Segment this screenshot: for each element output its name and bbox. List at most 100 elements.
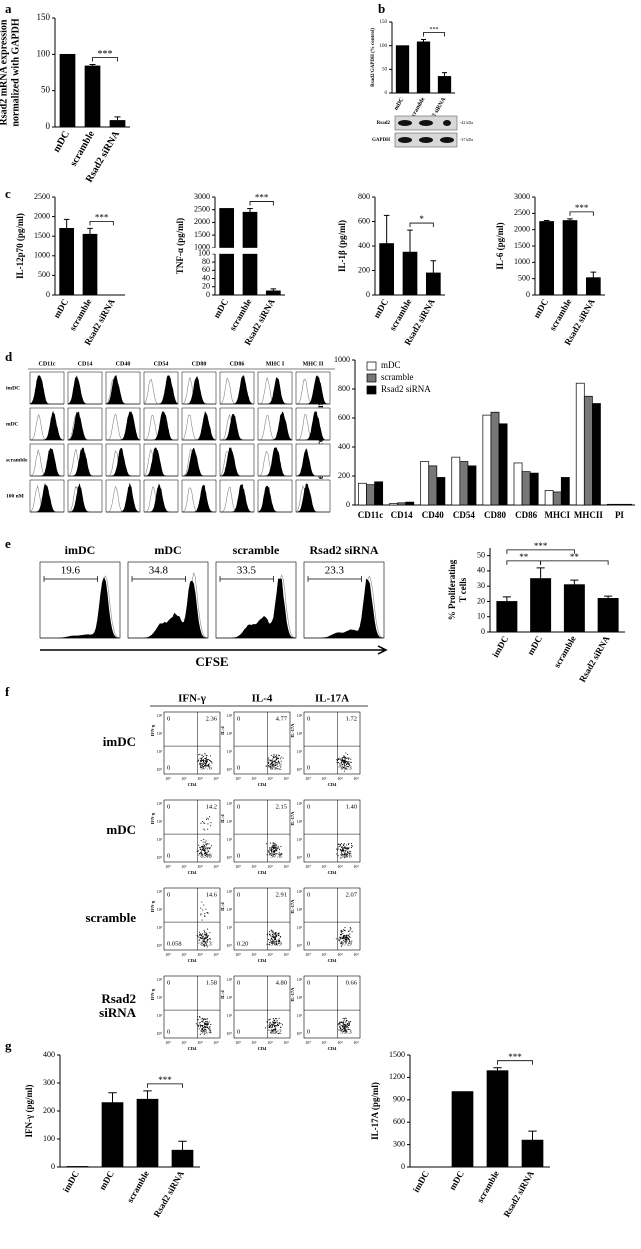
cell-dot — [207, 936, 209, 938]
cell-dot — [208, 765, 210, 768]
marker-histogram — [220, 484, 254, 513]
cell-dot — [269, 1024, 271, 1026]
x-axis-label: CD4 — [258, 782, 267, 787]
blot-band — [419, 137, 433, 143]
cell-dot — [276, 754, 278, 756]
cell-dot — [206, 940, 208, 942]
marker-histogram — [296, 411, 330, 441]
cell-dot — [346, 851, 349, 853]
cell-dot — [347, 935, 349, 937]
cell-dot — [278, 853, 280, 855]
cell-dot — [278, 849, 281, 851]
cell-dot — [198, 754, 200, 756]
bar — [562, 220, 578, 296]
x-decade-label: 10³ — [283, 952, 289, 957]
y-axis-label: TNF-α (pg/ml) — [175, 218, 185, 274]
cell-dot — [207, 855, 209, 857]
x-decade-label: 10¹ — [181, 952, 187, 957]
cell-dot — [274, 1022, 276, 1024]
y-tick-label: 60 — [202, 265, 210, 274]
x-tick-label: scramble — [67, 297, 93, 332]
cell-dot — [206, 760, 208, 762]
cell-dot — [271, 931, 273, 933]
cell-dot — [345, 1019, 348, 1021]
bar — [416, 41, 431, 94]
cell-dot — [279, 936, 282, 938]
cell-dot — [205, 942, 207, 944]
cell-dot — [211, 762, 213, 764]
significance-label: *** — [508, 1052, 522, 1062]
cell-dot — [345, 1030, 347, 1032]
cell-dot — [340, 941, 343, 943]
x-axis-label: CD4 — [328, 1046, 337, 1051]
cell-dot — [205, 937, 207, 939]
cell-dot — [339, 764, 341, 766]
y-tick-label: 20 — [202, 282, 210, 291]
cell-dot — [271, 1026, 274, 1028]
cell-dot — [270, 938, 272, 940]
cell-dot — [204, 1027, 206, 1029]
cell-dot — [343, 934, 345, 936]
y-tick-label: 0 — [366, 290, 370, 299]
cell-dot — [341, 853, 343, 856]
cell-dot — [345, 1026, 347, 1028]
cell-dot — [205, 846, 207, 848]
error-bar — [87, 227, 93, 235]
cell-dot — [202, 821, 204, 823]
cell-dot — [347, 849, 349, 851]
cell-dot — [204, 754, 206, 756]
cell-dot — [345, 1032, 347, 1034]
cell-dot — [272, 758, 274, 760]
cell-dot — [276, 755, 278, 757]
quadrant-value: 85.3 — [200, 940, 211, 947]
cell-dot — [202, 1026, 205, 1028]
y-tick-label: 1000 — [334, 355, 350, 364]
cell-dot — [206, 754, 208, 757]
cell-dot — [341, 936, 343, 938]
cell-dot — [203, 1019, 205, 1021]
cell-dot — [278, 942, 280, 944]
bar — [585, 277, 601, 296]
cell-dot — [206, 761, 208, 763]
x-tick-label: CD14 — [391, 510, 413, 520]
cell-dot — [343, 929, 345, 931]
quadrant-value: 4.80 — [276, 979, 287, 986]
cell-dot — [199, 1025, 202, 1027]
x-decade-label: 10² — [267, 1040, 273, 1045]
cell-dot — [199, 847, 201, 849]
cell-dot — [270, 760, 272, 762]
cell-dot — [344, 1019, 346, 1021]
cell-dot — [339, 849, 342, 851]
cell-dot — [348, 930, 350, 932]
x-decade-label: 10¹ — [251, 1040, 257, 1045]
y-axis-label: normalized with GAPDH — [10, 18, 21, 127]
cell-dot — [274, 1027, 276, 1029]
quadrant-value: 14.2 — [206, 803, 217, 810]
x-decade-label: 10⁰ — [305, 864, 311, 869]
cell-dot — [272, 853, 274, 855]
column-header: CD40 — [116, 361, 131, 367]
x-decade-label: 10² — [337, 1040, 343, 1045]
cfse-axis-label: CFSE — [195, 654, 228, 669]
y-decade-label: 10¹ — [157, 749, 163, 754]
y-axis-label: IL-6 (pg/ml) — [495, 222, 505, 269]
bar — [395, 45, 410, 94]
x-decade-label: 10³ — [353, 1040, 359, 1045]
quadrant-value: 98.6 — [340, 852, 352, 859]
cell-dot — [204, 851, 206, 853]
x-tick-label: mDC — [393, 97, 405, 112]
y-axis-label: IFN-γ (pg/ml) — [24, 1085, 34, 1138]
x-decade-label: 10¹ — [321, 864, 327, 869]
cell-dot — [201, 1025, 203, 1027]
y-decade-label: 10² — [297, 819, 303, 824]
bar — [539, 221, 555, 296]
panel-label: c — [5, 186, 11, 201]
marker-histogram — [30, 410, 65, 441]
cell-dot — [203, 939, 205, 941]
cell-dot — [274, 1025, 276, 1027]
y-decade-label: 10⁰ — [296, 943, 302, 948]
legend-swatch — [366, 361, 377, 371]
cell-dot — [202, 935, 204, 937]
cell-dot — [342, 766, 344, 768]
cell-dot — [268, 943, 270, 945]
